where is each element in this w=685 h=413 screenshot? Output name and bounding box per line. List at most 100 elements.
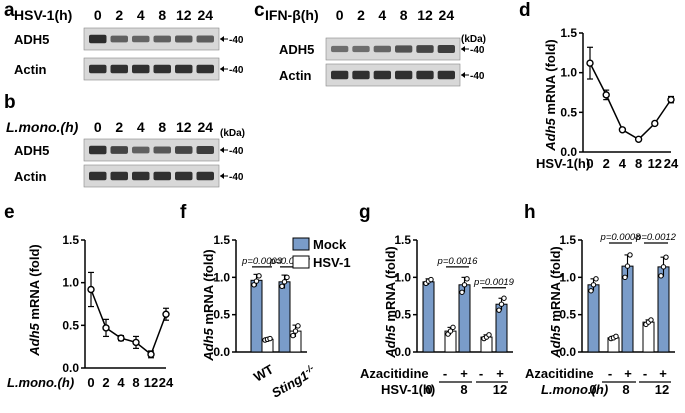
panel-g-ylabel: Adh5 mRNA (fold) [383, 246, 398, 358]
blot-b-membrane-actin [83, 164, 220, 188]
d-y-tick-label: 0.5 [560, 105, 577, 119]
blot-a-row-label: ADH5 [14, 32, 49, 47]
blot-c-adh5-band [437, 45, 455, 53]
blot-a-actin-band [175, 64, 193, 74]
blot-a-actin-band [89, 64, 107, 74]
e-data-point [147, 350, 155, 359]
blot-a-actin-band [132, 64, 150, 74]
panel-e-ylabel-gene: Adh5 [27, 322, 42, 356]
blot-a-marker-arrowhead [220, 36, 224, 42]
g-azacitidine-sign: + [460, 366, 468, 381]
h-replicate-point [613, 333, 619, 340]
blot-c-actin-band [331, 70, 349, 80]
g-replicate-point [428, 276, 434, 283]
g-replicate-point [501, 295, 507, 301]
blot-b-time-label: 0 [94, 119, 102, 135]
panel-f-ylabel: Adh5 mRNA (fold) [201, 249, 216, 361]
blot-b-kda-label: (kDa) [220, 128, 245, 139]
blot-c-time-label: 4 [378, 7, 386, 23]
blot-b-row-label: ADH5 [14, 143, 49, 158]
f-y-tick-label: 0.0 [213, 345, 230, 359]
blot-c-actin-band [352, 70, 370, 80]
blot-c-adh5-band [416, 45, 434, 53]
legend-hsv-swatch [292, 255, 310, 269]
panel-f-group-sting: Sting1-/- [269, 363, 319, 401]
g-time-label: 12 [493, 382, 507, 397]
e-x-tick-label: 12 [144, 375, 158, 390]
blot-c-actin-band [395, 70, 413, 80]
blot-c-marker-label: -40 [470, 45, 485, 56]
g-replicate-point [498, 301, 505, 307]
panel-f-group-sting-name: Sting1 [269, 368, 311, 401]
panel-g-ylabel-gene: Adh5 [383, 324, 398, 358]
h-replicate-point [624, 263, 631, 269]
blot-b-actin-band [89, 171, 107, 181]
h-replicate-point [588, 288, 594, 294]
g-y-tick-label: 1.0 [394, 270, 411, 284]
f-y-tick-label: 1.0 [213, 270, 230, 284]
panel-f-letter: f [180, 202, 187, 223]
h-y-tick-label: 0.0 [559, 345, 576, 359]
d-x-tick-label: 8 [635, 156, 642, 171]
blot-c-actin-band [373, 70, 391, 80]
panel-a-treatment: HSV-1(h) [14, 7, 72, 23]
h-replicate-point [660, 264, 667, 270]
g-y-tick-label: 0.5 [394, 308, 411, 322]
g-azacitidine-sign: - [443, 366, 447, 381]
d-y-tick-label: 1.0 [560, 66, 577, 80]
f-replicate-point [292, 328, 299, 334]
blot-b-time-label: 24 [197, 119, 213, 135]
panel-e-ylabel: Adh5 mRNA (fold) [27, 244, 42, 356]
g-replicate-point [447, 328, 454, 334]
blot-a-adh5-band [153, 35, 171, 43]
panel-d-xaxis-label: HSV-1(h) [536, 156, 590, 171]
blot-c-actin-band [437, 70, 455, 80]
blot-a-actin-band [196, 64, 214, 74]
blot-a-adh5-band [175, 35, 193, 43]
blot-a-adh5-band [89, 34, 107, 44]
blot-c-kda-label: (kDa) [461, 34, 486, 45]
f-replicate-point [267, 335, 273, 342]
panel-h-row1-label: Azacitidine [525, 366, 594, 381]
d-data-point [651, 119, 659, 128]
panel-c-treatment: IFN-β(h) [265, 7, 319, 23]
blot-c-adh5-band [373, 45, 391, 53]
h-replicate-point [648, 317, 654, 323]
d-x-tick-label: 4 [619, 156, 627, 171]
d-x-tick-label: 2 [603, 156, 610, 171]
e-x-tick-label: 0 [87, 375, 94, 390]
g-y-tick-label: 0.0 [394, 345, 411, 359]
h-y-tick-label: 0.5 [559, 308, 576, 322]
h-pvalue-label: p=0.0012 [635, 232, 677, 243]
blot-b-membrane-adh5 [83, 138, 220, 162]
e-x-tick-label: 4 [117, 375, 125, 390]
blot-a-time-label: 2 [115, 7, 123, 23]
panel-g-row2-label: HSV-1(h) [381, 382, 435, 397]
blot-c-row-label: Actin [279, 68, 312, 83]
panel-a-letter: a [4, 0, 15, 21]
h-replicate-point [658, 273, 664, 279]
blot-b-actin-band [196, 171, 214, 181]
f-y-tick-label: 1.5 [213, 233, 230, 247]
blot-c-marker-label: -40 [470, 71, 485, 82]
d-data-point [602, 91, 610, 99]
h-replicate-point [590, 282, 597, 288]
panel-e-xaxis-label: L.mono.(h) [7, 375, 74, 390]
g-replicate-point [459, 289, 465, 295]
g-pvalue-label: p=0.0016 [437, 256, 479, 267]
h-replicate-point [593, 276, 599, 282]
panel-e-letter: e [4, 202, 15, 223]
blot-a-adh5-band [110, 35, 128, 43]
panel-g-ylabel-unit: mRNA (fold) [383, 246, 398, 325]
blot-c-row-label: ADH5 [279, 42, 314, 57]
blot-b-marker-arrowhead [220, 147, 224, 153]
h-azacitidine-sign: + [659, 366, 667, 381]
legend-mock-label: Mock [313, 237, 347, 252]
blot-b-marker-arrowhead [220, 173, 224, 179]
blot-b-actin-band [153, 171, 171, 181]
panel-g-condition-rows: - + - +0 8 12 [425, 366, 508, 397]
blot-a-time-label: 12 [176, 7, 192, 23]
e-data-point [102, 324, 110, 332]
h-replicate-point [622, 274, 628, 281]
